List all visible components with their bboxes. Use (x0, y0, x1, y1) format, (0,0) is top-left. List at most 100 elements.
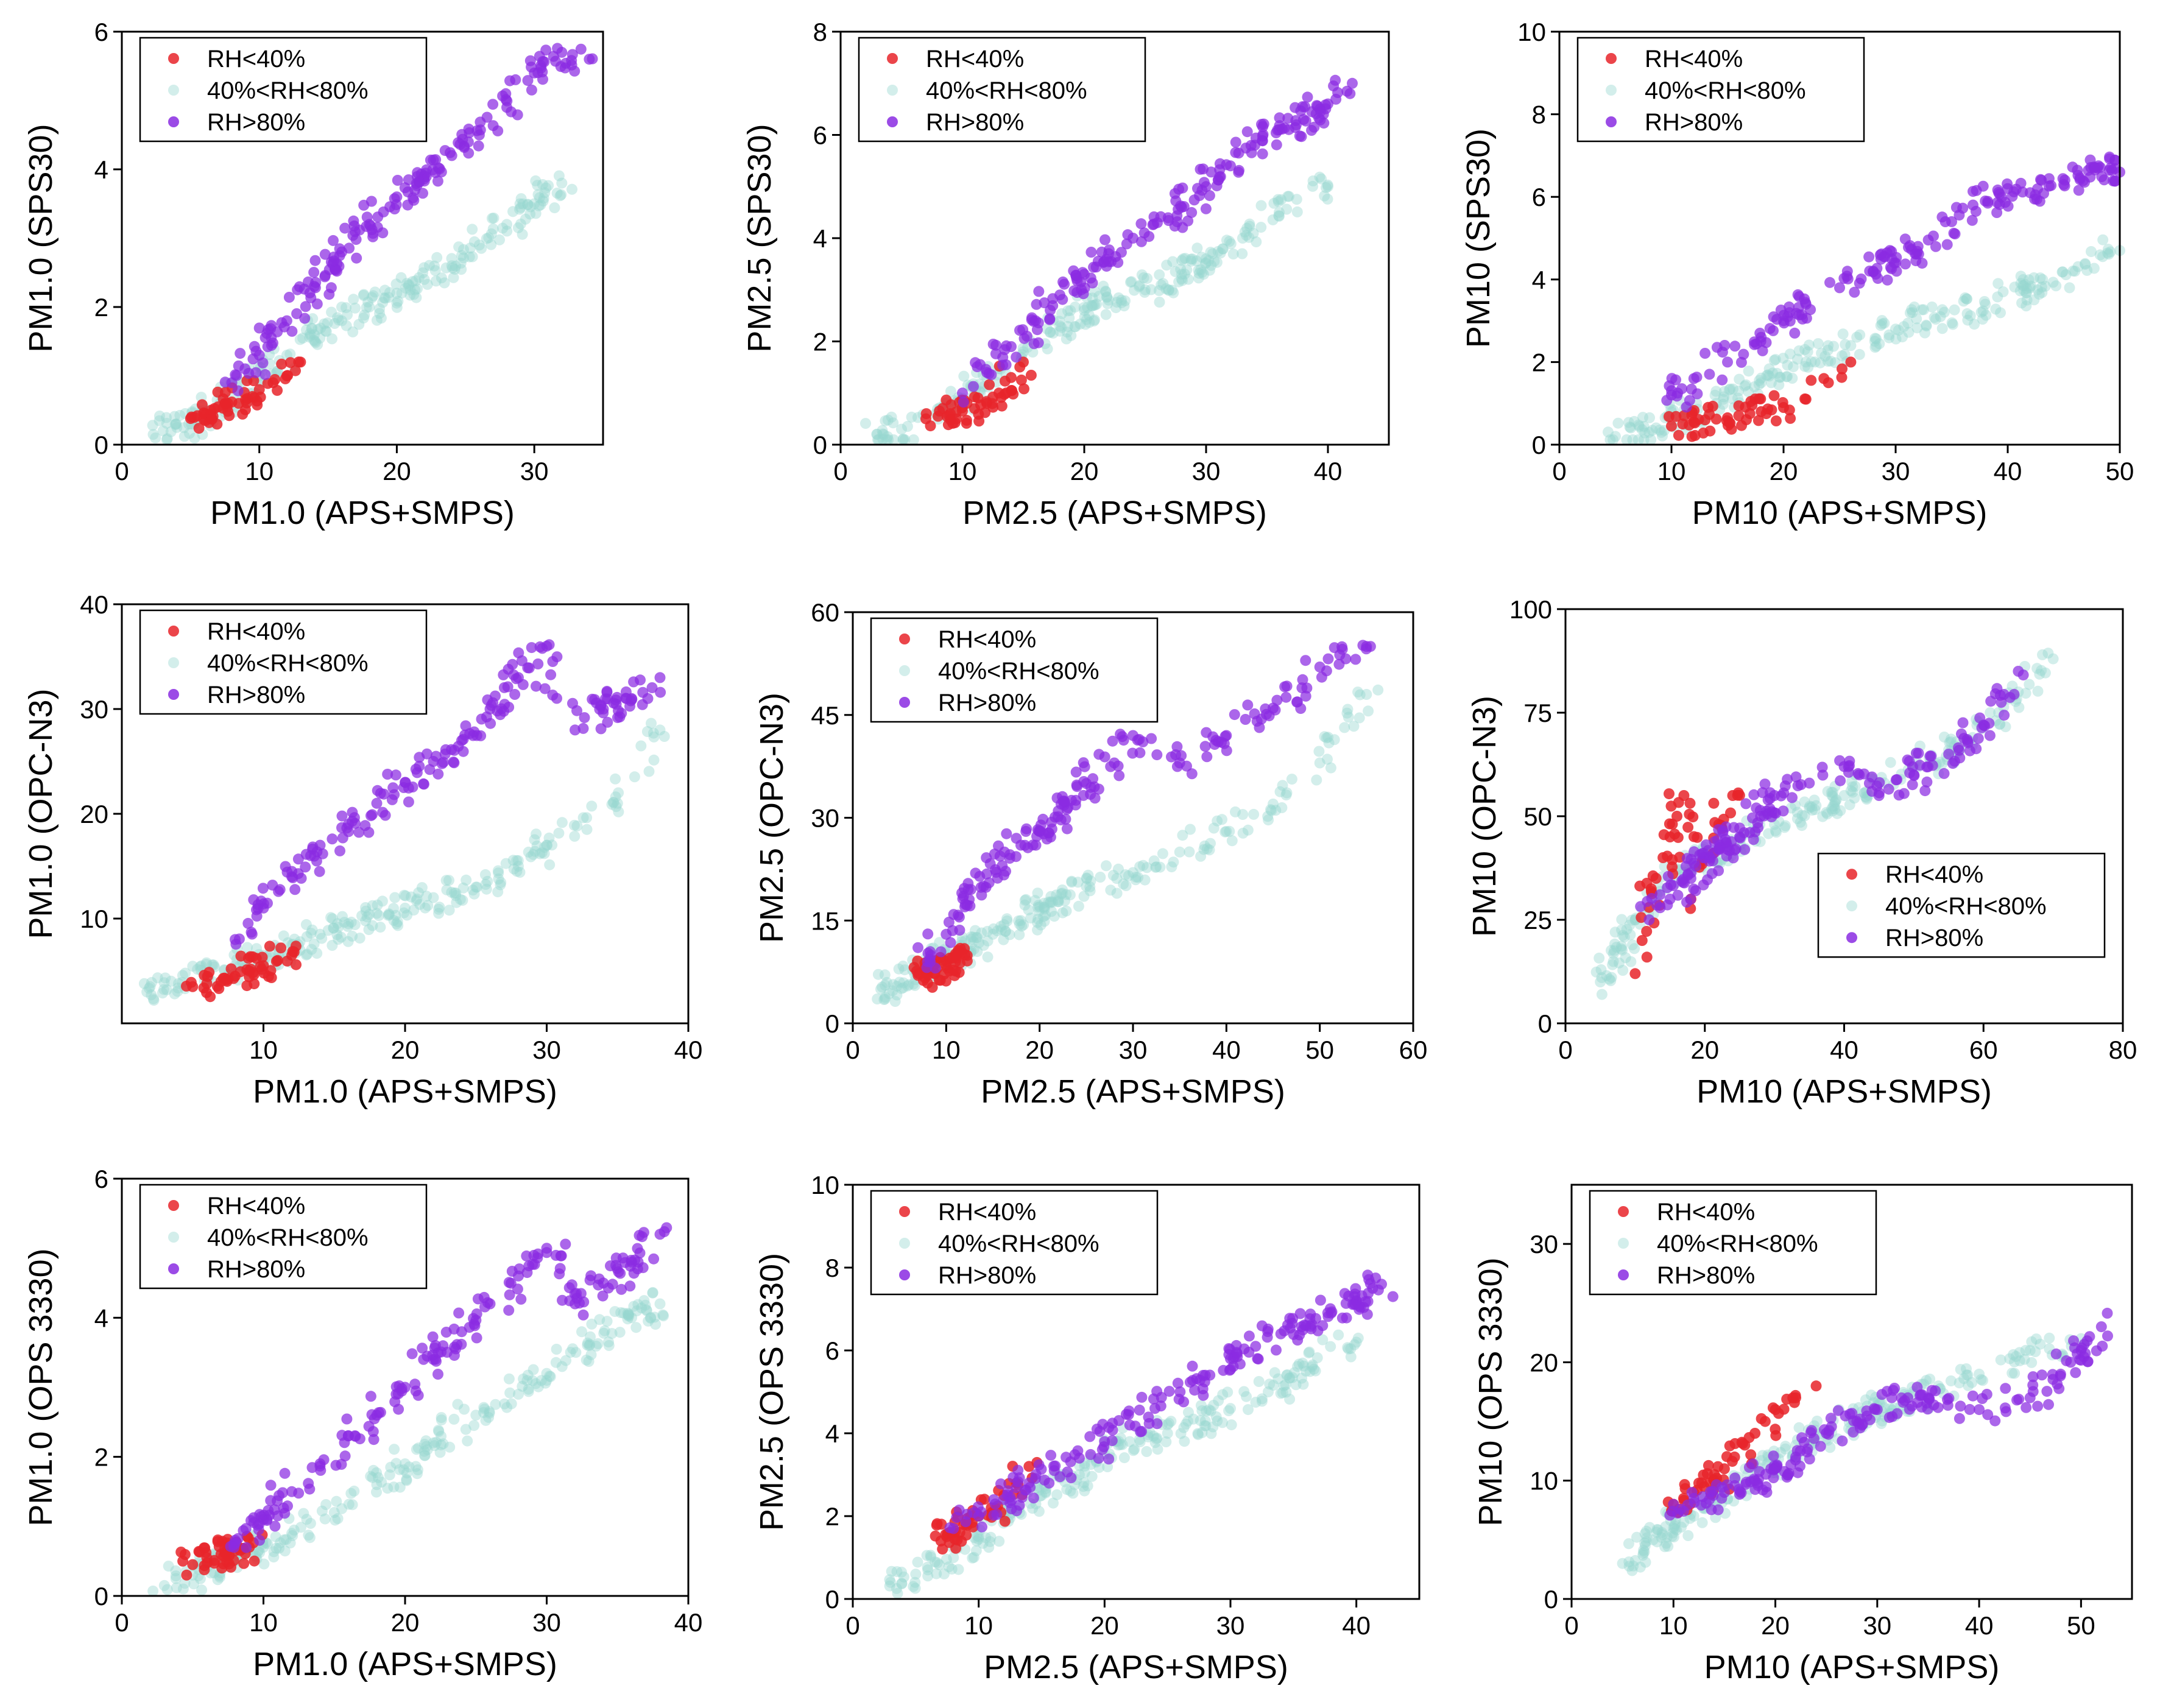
data-point (1740, 379, 1752, 390)
data-point (1149, 1437, 1161, 1449)
data-point (1787, 373, 1798, 384)
data-point (1361, 689, 1372, 700)
data-point (1943, 1392, 1955, 1404)
data-point (308, 334, 320, 346)
plot-frame (852, 1184, 1421, 1600)
data-point (987, 398, 998, 409)
data-point (1101, 292, 1113, 303)
data-point (1824, 277, 1835, 288)
data-point (1089, 286, 1101, 297)
data-point (1816, 761, 1828, 773)
data-point (1045, 326, 1056, 337)
data-point (325, 912, 337, 923)
data-point (647, 1287, 658, 1299)
data-point (623, 1309, 634, 1321)
data-point (439, 145, 451, 157)
data-point (943, 1561, 955, 1573)
data-point (1854, 769, 1865, 780)
data-point (551, 1344, 562, 1355)
data-point (1954, 744, 1964, 756)
data-point (1780, 1443, 1791, 1455)
data-point (484, 1407, 495, 1419)
data-point (902, 980, 914, 992)
data-point (1860, 1394, 1871, 1406)
data-point (265, 1495, 277, 1506)
data-point (1387, 1291, 1399, 1302)
data-point (1919, 327, 1930, 339)
data-point (968, 1507, 979, 1519)
data-point (1826, 803, 1838, 815)
data-point (1743, 365, 1754, 377)
data-point (1733, 400, 1745, 412)
data-point (1637, 1550, 1649, 1561)
data-point (1781, 371, 1792, 383)
data-point (886, 411, 897, 423)
legend-marker (1846, 932, 1857, 944)
data-point (2047, 277, 2059, 288)
data-point (1736, 1436, 1748, 1448)
data-point (941, 1553, 952, 1565)
data-point (540, 182, 552, 194)
data-point (1241, 222, 1253, 234)
data-point (1960, 292, 1971, 303)
data-point (1053, 896, 1064, 908)
data-point (270, 956, 282, 967)
data-point (315, 322, 326, 334)
y-axis-title: PM10 (SPS30) (1460, 129, 1497, 348)
data-point (467, 224, 478, 235)
data-point (348, 294, 359, 305)
data-point (978, 939, 989, 951)
data-point (1666, 420, 1677, 432)
data-point (1200, 203, 1212, 214)
data-point (937, 1544, 948, 1555)
data-point (1203, 255, 1215, 266)
data-point (2069, 1342, 2080, 1353)
data-point (1616, 914, 1628, 925)
data-point (880, 415, 891, 426)
data-point (1297, 1324, 1308, 1336)
data-point (1682, 869, 1693, 880)
data-point (1967, 1390, 1978, 1402)
data-point (393, 1403, 404, 1415)
data-point (1123, 1405, 1135, 1417)
data-point (1784, 348, 1796, 360)
data-point (363, 1420, 375, 1432)
data-point (1129, 284, 1140, 296)
data-point (409, 1378, 421, 1390)
data-point (570, 1347, 582, 1358)
data-point (1616, 924, 1628, 936)
data-point (1795, 816, 1806, 828)
data-point (371, 314, 383, 326)
data-point (585, 1270, 597, 1282)
data-point (413, 176, 425, 188)
data-point (464, 127, 475, 138)
data-point (292, 284, 303, 295)
x-tick-label: 10 (249, 1608, 278, 1637)
data-point (996, 924, 1008, 936)
data-point (330, 264, 342, 276)
data-point (1266, 805, 1277, 816)
data-point (1272, 196, 1284, 207)
data-point (1225, 1364, 1237, 1375)
data-point (1154, 297, 1165, 308)
data-point (975, 881, 987, 893)
data-point (1941, 239, 1953, 250)
data-point (1617, 930, 1629, 941)
data-point (1250, 1397, 1262, 1408)
data-point (275, 942, 287, 954)
data-point (507, 206, 518, 217)
data-point (503, 1277, 515, 1288)
data-point (958, 370, 970, 382)
legend: RH<40%40%<RH<80%RH>80% (858, 37, 1146, 143)
x-tick-label: 10 (964, 1611, 993, 1640)
data-point (1089, 299, 1101, 311)
data-point (512, 855, 524, 866)
data-point (948, 1552, 959, 1563)
data-point (518, 1373, 529, 1385)
data-point (1639, 1528, 1651, 1539)
data-point (1267, 214, 1279, 225)
y-tick-label: 75 (1523, 699, 1552, 727)
data-point (1156, 279, 1167, 291)
series-high-group (225, 1222, 672, 1553)
